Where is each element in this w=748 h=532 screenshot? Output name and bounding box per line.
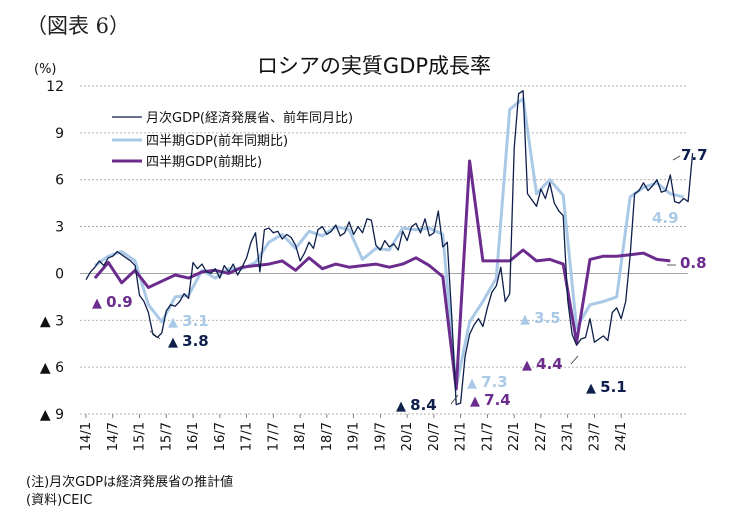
annotation-label: ▲ 7.3 [467,373,508,391]
annotation-label: ▲ 4.4 [522,355,563,373]
x-tick-label: 17/7 [266,422,281,451]
y-tick-label: 12 [46,79,64,95]
y-tick-label: ▲ 9 [40,407,64,423]
x-tick-label: 22/1 [507,422,522,451]
x-tick-label: 15/7 [159,422,174,451]
chart-title: ロシアの実質GDP成長率 [256,54,492,78]
x-tick-label: 16/7 [213,422,228,451]
x-tick-label: 21/1 [454,422,469,451]
x-tick-label: 17/1 [240,422,255,451]
annotation-label: ▲ 3.8 [168,332,209,350]
x-tick-label: 18/7 [320,422,335,451]
annotation-label: 7.7 [681,146,708,164]
source-text: (資料)CEIC [26,493,93,508]
annotation-leader [570,355,579,365]
x-tick-label: 19/1 [347,422,362,451]
x-tick-label: 18/1 [293,422,308,451]
y-tick-label: 0 [55,266,64,282]
figure-label: （図表 6） [26,14,131,38]
legend-label: 月次GDP(経済発展省、前年同月比) [146,110,353,126]
y-tick-label: 9 [55,126,64,142]
x-tick-label: 24/1 [614,422,629,451]
annotation-label: ▲ 7.4 [470,391,511,409]
annotation-label: ▲ 3.1 [168,312,209,330]
x-tick-label: 20/1 [400,422,415,451]
y-axis-unit: (%) [34,62,57,77]
annotation-leader [672,155,681,161]
chart-notes: (注)月次GDPは経済発展省の推計値 (資料)CEIC [26,474,233,510]
series-line-2 [93,159,671,391]
note-text: (注)月次GDPは経済発展省の推計値 [26,475,234,490]
series-line-0 [85,90,694,406]
x-tick-label: 21/7 [480,422,495,451]
x-tick-label: 14/1 [79,422,94,451]
annotation-label: ▲ 3.5 [520,309,561,327]
x-tick-label: 23/7 [587,422,602,451]
annotation-label: ▲ 5.1 [586,378,627,396]
y-tick-label: ▲ 3 [40,313,64,329]
annotation-label: ▲ 8.4 [396,396,437,414]
x-tick-label: 15/1 [133,422,148,451]
annotation-label: ▲ 0.9 [92,293,133,311]
annotation-leader [149,330,161,340]
y-tick-label: 6 [55,173,64,189]
x-tick-label: 16/1 [186,422,201,451]
annotation-leader [450,394,459,405]
x-tick-label: 19/7 [373,422,388,451]
annotation-label: 4.9 [652,209,679,227]
x-tick-label: 22/7 [534,422,549,451]
x-tick-label: 23/1 [561,422,576,451]
annotation-label: 0.8 [680,254,707,272]
series-line-1 [94,97,684,389]
y-tick-label: 3 [55,220,64,236]
legend-label: 四半期GDP(前期比) [146,154,262,170]
x-tick-label: 14/7 [106,422,121,451]
y-tick-label: ▲ 6 [40,360,64,376]
legend-label: 四半期GDP(前年同期比) [146,133,288,149]
x-tick-label: 20/7 [427,422,442,451]
